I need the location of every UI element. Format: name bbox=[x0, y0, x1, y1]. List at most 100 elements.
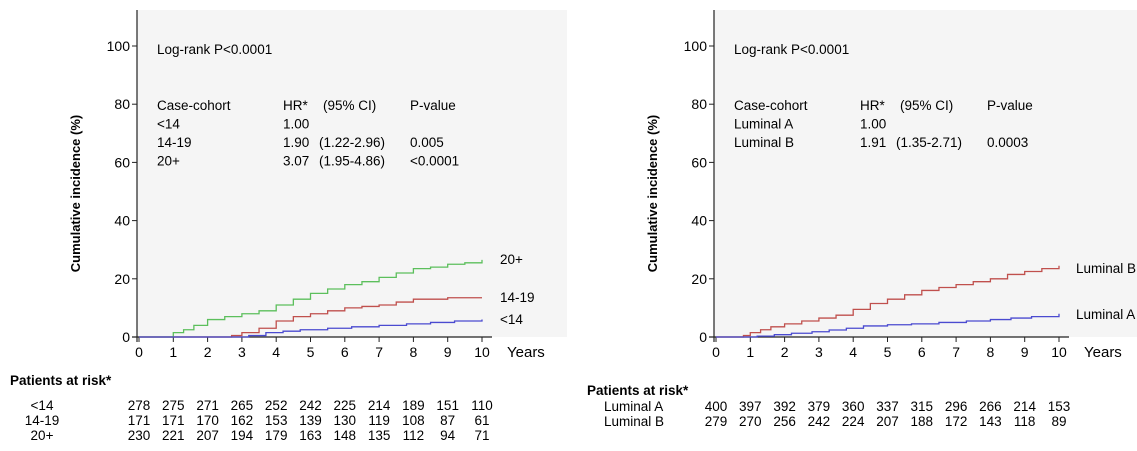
hr-table-p: 0.0003 bbox=[987, 135, 1028, 150]
series-line bbox=[716, 265, 1060, 338]
risk-table-value: 110 bbox=[471, 398, 493, 413]
hr-table-hr: 1.90 bbox=[283, 135, 309, 150]
series-end-label: 14-19 bbox=[500, 290, 535, 305]
risk-table-value: 256 bbox=[773, 414, 796, 429]
risk-table-value: 397 bbox=[739, 399, 762, 414]
x-tick-label: 10 bbox=[474, 344, 490, 360]
x-tick-label: 4 bbox=[272, 344, 280, 360]
x-tick-label: 2 bbox=[204, 344, 212, 360]
y-tick-label: 40 bbox=[691, 213, 707, 229]
risk-table-value: 315 bbox=[911, 399, 934, 414]
risk-table-value: 214 bbox=[368, 398, 391, 413]
hr-table-ci: (1.35-2.71) bbox=[896, 135, 962, 150]
risk-table-value: 172 bbox=[945, 414, 968, 429]
x-tick-label: 6 bbox=[341, 344, 349, 360]
x-tick-label: 0 bbox=[135, 344, 143, 360]
hr-table-hr: 1.91 bbox=[860, 135, 886, 150]
risk-table-value: 61 bbox=[474, 413, 489, 428]
risk-table-value: 130 bbox=[334, 413, 357, 428]
risk-table-value: 108 bbox=[402, 413, 425, 428]
risk-table-value: 112 bbox=[403, 428, 425, 443]
hr-table-group: 14-19 bbox=[157, 135, 192, 150]
risk-table-value: 337 bbox=[876, 399, 899, 414]
y-tick-label: 60 bbox=[691, 154, 707, 170]
x-tick-label: 5 bbox=[307, 344, 315, 360]
risk-table-value: 225 bbox=[334, 398, 357, 413]
hr-table-header: HR* bbox=[283, 98, 308, 113]
risk-table-value: 162 bbox=[231, 413, 254, 428]
risk-table-value: 135 bbox=[368, 428, 391, 443]
risk-table-label: 20+ bbox=[31, 428, 54, 443]
risk-table-value: 207 bbox=[196, 428, 219, 443]
x-tick-label: 8 bbox=[987, 344, 995, 360]
risk-table-label: 14-19 bbox=[25, 413, 60, 428]
risk-table-value: 148 bbox=[334, 428, 357, 443]
risk-table-value: 188 bbox=[911, 414, 934, 429]
risk-table-value: 265 bbox=[231, 398, 254, 413]
y-tick-label: 100 bbox=[107, 38, 131, 54]
risk-table-label: <14 bbox=[31, 398, 54, 413]
risk-table-value: 94 bbox=[440, 428, 456, 443]
series-end-label: 20+ bbox=[500, 252, 523, 267]
hr-table-header: Case-cohort bbox=[157, 98, 231, 113]
risk-table-value: 118 bbox=[1014, 414, 1036, 429]
hr-table-ci: (1.22-2.96) bbox=[319, 135, 385, 150]
x-tick-label: 0 bbox=[712, 344, 720, 360]
risk-table-value: 279 bbox=[705, 414, 728, 429]
series-line bbox=[139, 297, 482, 338]
risk-table-value: 207 bbox=[876, 414, 899, 429]
hr-table-hr: 1.00 bbox=[860, 117, 886, 132]
x-tick-label: 7 bbox=[375, 344, 383, 360]
risk-table-value: 139 bbox=[299, 413, 322, 428]
logrank-annotation: Log-rank P<0.0001 bbox=[157, 42, 272, 57]
risk-table-value: 143 bbox=[979, 414, 1002, 429]
y-tick-label: 100 bbox=[684, 38, 708, 54]
series-end-label: <14 bbox=[500, 312, 523, 327]
hr-table-header: (95% CI) bbox=[900, 98, 953, 113]
y-axis-label: Cumulative incidence (%) bbox=[645, 115, 660, 272]
x-tick-label: 6 bbox=[918, 344, 926, 360]
risk-table-value: 163 bbox=[299, 428, 322, 443]
risk-table-value: 230 bbox=[128, 428, 151, 443]
hr-table-header: (95% CI) bbox=[323, 98, 376, 113]
x-tick-label: 9 bbox=[1021, 344, 1029, 360]
hr-table-header: P-value bbox=[410, 98, 456, 113]
x-tick-label: 9 bbox=[444, 344, 452, 360]
x-tick-label: 1 bbox=[746, 344, 754, 360]
x-tick-label: 8 bbox=[410, 344, 418, 360]
risk-table-value: 71 bbox=[474, 428, 489, 443]
hr-table-hr: 3.07 bbox=[283, 154, 309, 169]
risk-table-value: 119 bbox=[368, 413, 390, 428]
plot-background bbox=[714, 10, 1137, 337]
series-end-label: Luminal A bbox=[1076, 307, 1135, 322]
y-tick-label: 80 bbox=[691, 96, 707, 112]
risk-table-value: 151 bbox=[436, 398, 459, 413]
risk-table-title: Patients at risk* bbox=[587, 383, 689, 398]
risk-table-value: 171 bbox=[128, 413, 151, 428]
x-tick-label: 1 bbox=[169, 344, 177, 360]
risk-table-value: 214 bbox=[1013, 399, 1036, 414]
hr-table-ci: (1.95-4.86) bbox=[319, 154, 385, 169]
y-tick-label: 80 bbox=[114, 96, 130, 112]
risk-table-value: 179 bbox=[265, 428, 288, 443]
hr-table-header: Case-cohort bbox=[734, 98, 808, 113]
y-tick-label: 40 bbox=[114, 213, 130, 229]
risk-table-value: 224 bbox=[842, 414, 865, 429]
risk-table-value: 194 bbox=[231, 428, 254, 443]
risk-table-value: 252 bbox=[265, 398, 288, 413]
hr-table-group: Luminal A bbox=[734, 117, 793, 132]
risk-table-value: 170 bbox=[196, 413, 219, 428]
x-tick-label: 3 bbox=[815, 344, 823, 360]
x-tick-label: 7 bbox=[952, 344, 960, 360]
x-tick-label: 4 bbox=[849, 344, 857, 360]
risk-table-value: 271 bbox=[196, 398, 219, 413]
hr-table-hr: 1.00 bbox=[283, 117, 309, 132]
x-tick-label: 5 bbox=[884, 344, 892, 360]
y-axis-label: Cumulative incidence (%) bbox=[68, 115, 83, 272]
hr-table-group: 20+ bbox=[157, 154, 180, 169]
x-tick-label: 3 bbox=[238, 344, 246, 360]
series-line bbox=[139, 259, 483, 338]
x-axis-label: Years bbox=[507, 344, 545, 361]
